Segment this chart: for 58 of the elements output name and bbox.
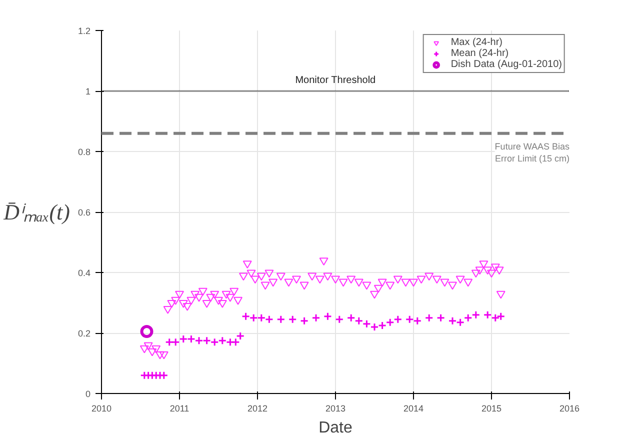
point	[194, 336, 204, 345]
x-tick-label: 2016	[559, 404, 580, 414]
y-axis-title: D̄ⁱₘₐₓ(t)	[2, 200, 70, 224]
point	[436, 314, 446, 322]
y-tick-label: 0.4	[78, 268, 91, 278]
y-tick-label: 0.8	[78, 147, 91, 157]
point	[405, 315, 414, 324]
point	[264, 315, 274, 324]
point	[202, 336, 212, 345]
point	[165, 338, 174, 346]
point	[378, 321, 387, 330]
legend-label: Max (24-hr)	[450, 37, 503, 48]
point	[456, 318, 465, 327]
point	[249, 314, 258, 322]
point	[226, 338, 234, 346]
point	[288, 315, 297, 324]
x-axis-title: Date	[318, 420, 352, 436]
point	[335, 315, 344, 324]
point	[312, 314, 320, 322]
point	[171, 338, 180, 346]
point	[464, 314, 472, 322]
ref-line-label: Future WAAS Bias Error Limit (15 cm)	[494, 141, 570, 164]
point	[179, 334, 188, 344]
x-tick-label: 2012	[247, 404, 268, 414]
x-tick-label: 2014	[403, 404, 424, 414]
ref-line-label: Monitor Threshold	[295, 75, 376, 86]
legend-label: Dish Data (Aug-01-2010)	[450, 59, 562, 70]
point	[370, 322, 379, 332]
x-tick-label: 2011	[170, 404, 190, 414]
point	[300, 316, 309, 326]
y-tick-label: 0	[85, 389, 91, 399]
point	[424, 314, 434, 322]
point	[354, 316, 364, 326]
y-tick-label: 0.6	[78, 208, 91, 218]
point	[140, 324, 154, 338]
point	[413, 316, 422, 326]
point	[186, 334, 196, 344]
point	[242, 312, 250, 321]
point	[362, 320, 371, 328]
x-tick-label: 2015	[481, 404, 502, 414]
point	[394, 315, 402, 324]
y-tick-label: 1.2	[78, 26, 91, 36]
x-tick-label: 2013	[325, 404, 346, 414]
point	[386, 318, 394, 327]
point	[472, 310, 480, 320]
point	[448, 316, 457, 326]
point	[257, 314, 266, 322]
legend-label: Mean (24-hr)	[450, 48, 509, 59]
point	[323, 312, 332, 321]
x-tick-label: 2010	[91, 404, 112, 414]
point	[218, 336, 227, 345]
point	[210, 338, 219, 346]
point	[483, 310, 492, 320]
point	[346, 314, 356, 322]
point	[160, 371, 168, 380]
y-tick-label: 1	[85, 86, 91, 96]
point	[276, 315, 286, 324]
y-tick-label: 0.2	[78, 328, 91, 338]
